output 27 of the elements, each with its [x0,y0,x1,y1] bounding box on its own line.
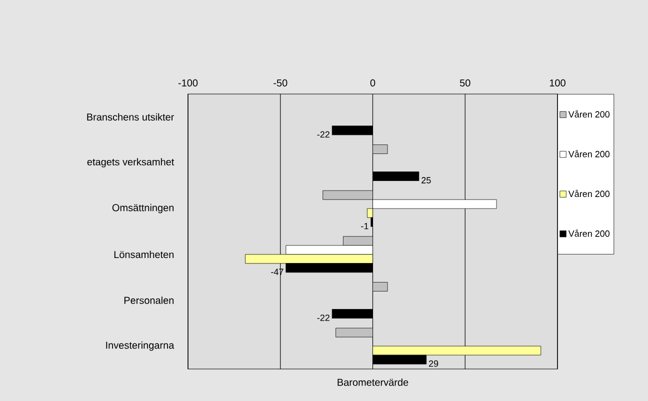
y-tick-label: etagets verksamhet [87,158,174,168]
legend-label: Våren 200 [568,110,610,118]
data-label: 29 [428,360,438,367]
bar [372,282,388,292]
bar [332,126,373,136]
data-label: 25 [422,177,431,184]
x-tick-label: 0 [370,79,376,86]
y-tick-label: Investeringarna [106,341,174,351]
legend-label: Våren 200 [568,190,610,198]
x-axis-title: Barometervärde [338,378,408,386]
x-tick-label: 100 [550,79,566,86]
x-tick-label: 50 [460,79,470,86]
legend-label: Våren 200 [568,150,610,158]
bar [372,172,420,181]
bar [372,144,388,154]
legend-label: Våren 200 [568,229,610,237]
y-tick-label: Personalen [124,296,174,304]
x-tick-label: -100 [178,79,198,86]
data-label: -1 [361,222,368,230]
bar [332,309,373,318]
x-tick-label: -50 [274,79,288,86]
bar [336,328,373,338]
data-label: -22 [317,131,330,138]
y-tick-label: Lönsamheten [114,250,174,258]
y-tick-label: Branschens utsikter [87,113,174,121]
y-tick-label: Omsättningen [112,204,174,214]
data-label: -22 [317,314,330,321]
